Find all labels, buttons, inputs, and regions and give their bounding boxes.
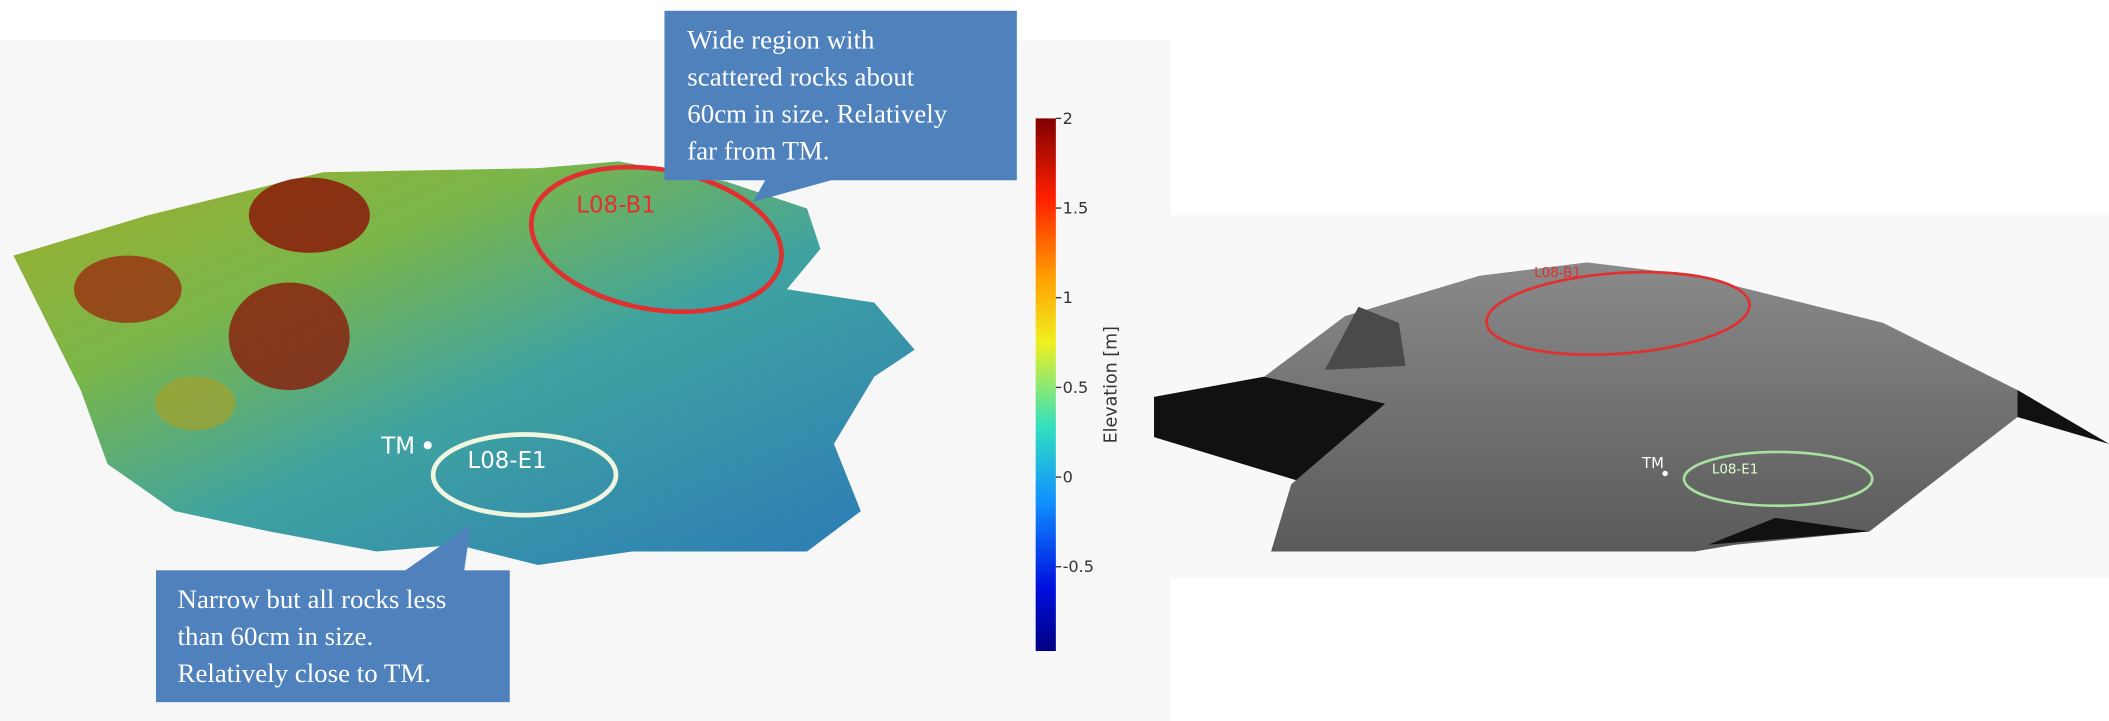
callout-text: Narrow but all rocks less xyxy=(178,584,447,614)
colorbar-tick-label: -0.5 xyxy=(1063,557,1094,576)
callout-text: scattered rocks about xyxy=(687,61,915,91)
colorbar-label: Elevation [m] xyxy=(1101,326,1121,443)
colorbar-tick-label: 2 xyxy=(1063,109,1073,128)
site-label: L08-B1 xyxy=(1534,266,1581,281)
site-label: L08-E1 xyxy=(468,448,547,474)
colorbar-tick-label: 1 xyxy=(1063,288,1073,307)
page: L08-B1 L08-E1 TM L08-B1 L08-E1 TM Wide r… xyxy=(0,0,2109,721)
callout-text: far from TM. xyxy=(687,135,829,165)
callout-text: than 60cm in size. xyxy=(178,621,374,651)
callout-text: 60cm in size. Relatively xyxy=(687,98,947,128)
colorbar-tick-label: 0 xyxy=(1063,467,1073,486)
site-label: L08-E1 xyxy=(1712,462,1758,477)
colorbar-tick-label: 1.5 xyxy=(1063,198,1089,217)
colorbar xyxy=(1036,118,1056,651)
site-label: L08-B1 xyxy=(576,193,655,219)
tm-label: TM xyxy=(380,433,415,459)
callout-text: Relatively close to TM. xyxy=(178,658,431,688)
tm-label: TM xyxy=(1641,455,1664,472)
tm-dot xyxy=(424,441,432,449)
figure: L08-B1 L08-E1 TM L08-B1 L08-E1 TM Wide r… xyxy=(0,0,2109,721)
colorbar-tick-label: 0.5 xyxy=(1063,378,1089,397)
callout-text: Wide region with xyxy=(687,24,875,54)
